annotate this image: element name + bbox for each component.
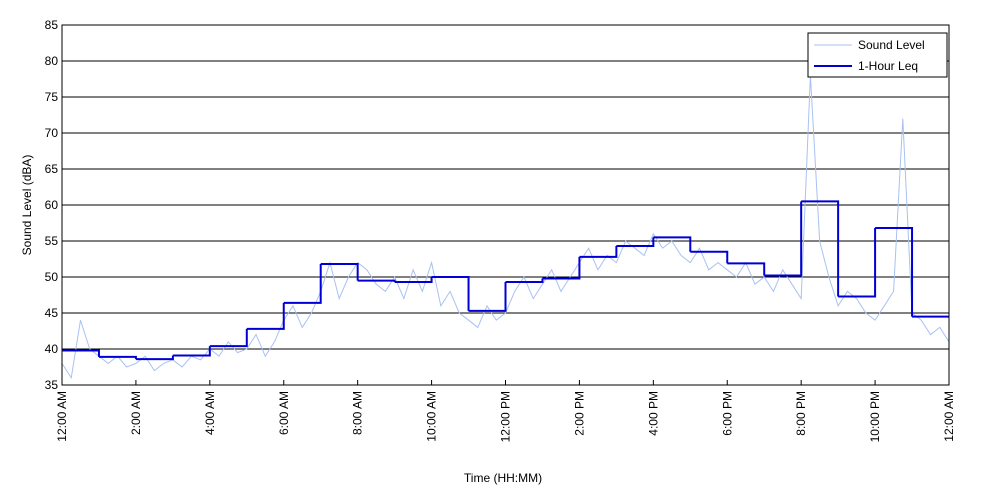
leq-step (505, 278, 544, 284)
x-tick-label: 6:00 PM (720, 391, 734, 436)
x-tick-label: 2:00 PM (572, 391, 586, 436)
y-tick-label: 65 (45, 162, 59, 176)
leq-step (690, 250, 729, 264)
legend-label: Sound Level (858, 38, 925, 52)
y-tick-label: 70 (45, 126, 59, 140)
y-tick-label: 85 (45, 18, 59, 32)
y-tick-label: 80 (45, 54, 59, 68)
x-tick-label: 12:00 PM (499, 391, 513, 442)
y-tick-label: 75 (45, 90, 59, 104)
leq-step (135, 355, 174, 361)
leq-step (246, 302, 285, 330)
x-tick-label: 4:00 PM (646, 391, 660, 436)
y-tick-label: 40 (45, 342, 59, 356)
plot-frame (61, 24, 950, 386)
x-tick-label: 12:00 AM (942, 391, 956, 442)
leq-step (209, 328, 248, 348)
leq-step (542, 256, 581, 280)
x-axis-label: Time (HH:MM) (464, 471, 542, 485)
leq-step (875, 227, 914, 317)
x-tick-label: 8:00 PM (794, 391, 808, 436)
leq-step (838, 228, 877, 298)
leq-step (394, 277, 433, 284)
leq-step (579, 246, 618, 258)
leq-step (727, 262, 766, 276)
leq-step (653, 236, 692, 252)
legend-box (807, 32, 948, 78)
x-tick-label: 10:00 AM (425, 391, 439, 442)
leq-step (801, 200, 840, 297)
leq-step (172, 346, 211, 357)
y-axis-label: Sound Level (dBA) (20, 155, 34, 256)
leq-step (62, 349, 100, 357)
x-tick-label: 6:00 AM (277, 391, 291, 435)
x-tick-label: 10:00 PM (868, 391, 882, 442)
leq-step (320, 263, 359, 281)
y-tick-label: 45 (45, 306, 59, 320)
y-tick-label: 50 (45, 270, 59, 284)
leq-step (283, 264, 322, 304)
leq-step (468, 282, 507, 312)
x-tick-label: 4:00 AM (203, 391, 217, 435)
y-tick-label: 55 (45, 234, 59, 248)
leq-step (431, 276, 470, 311)
leq-step (764, 201, 803, 277)
x-tick-label: 2:00 AM (129, 391, 143, 435)
x-tick-label: 8:00 AM (351, 391, 365, 435)
x-tick-label: 12:00 AM (55, 391, 69, 442)
leq-step (616, 237, 655, 248)
y-tick-label: 35 (45, 378, 59, 392)
y-tick-label: 60 (45, 198, 59, 212)
legend-label: 1-Hour Leq (858, 59, 918, 73)
